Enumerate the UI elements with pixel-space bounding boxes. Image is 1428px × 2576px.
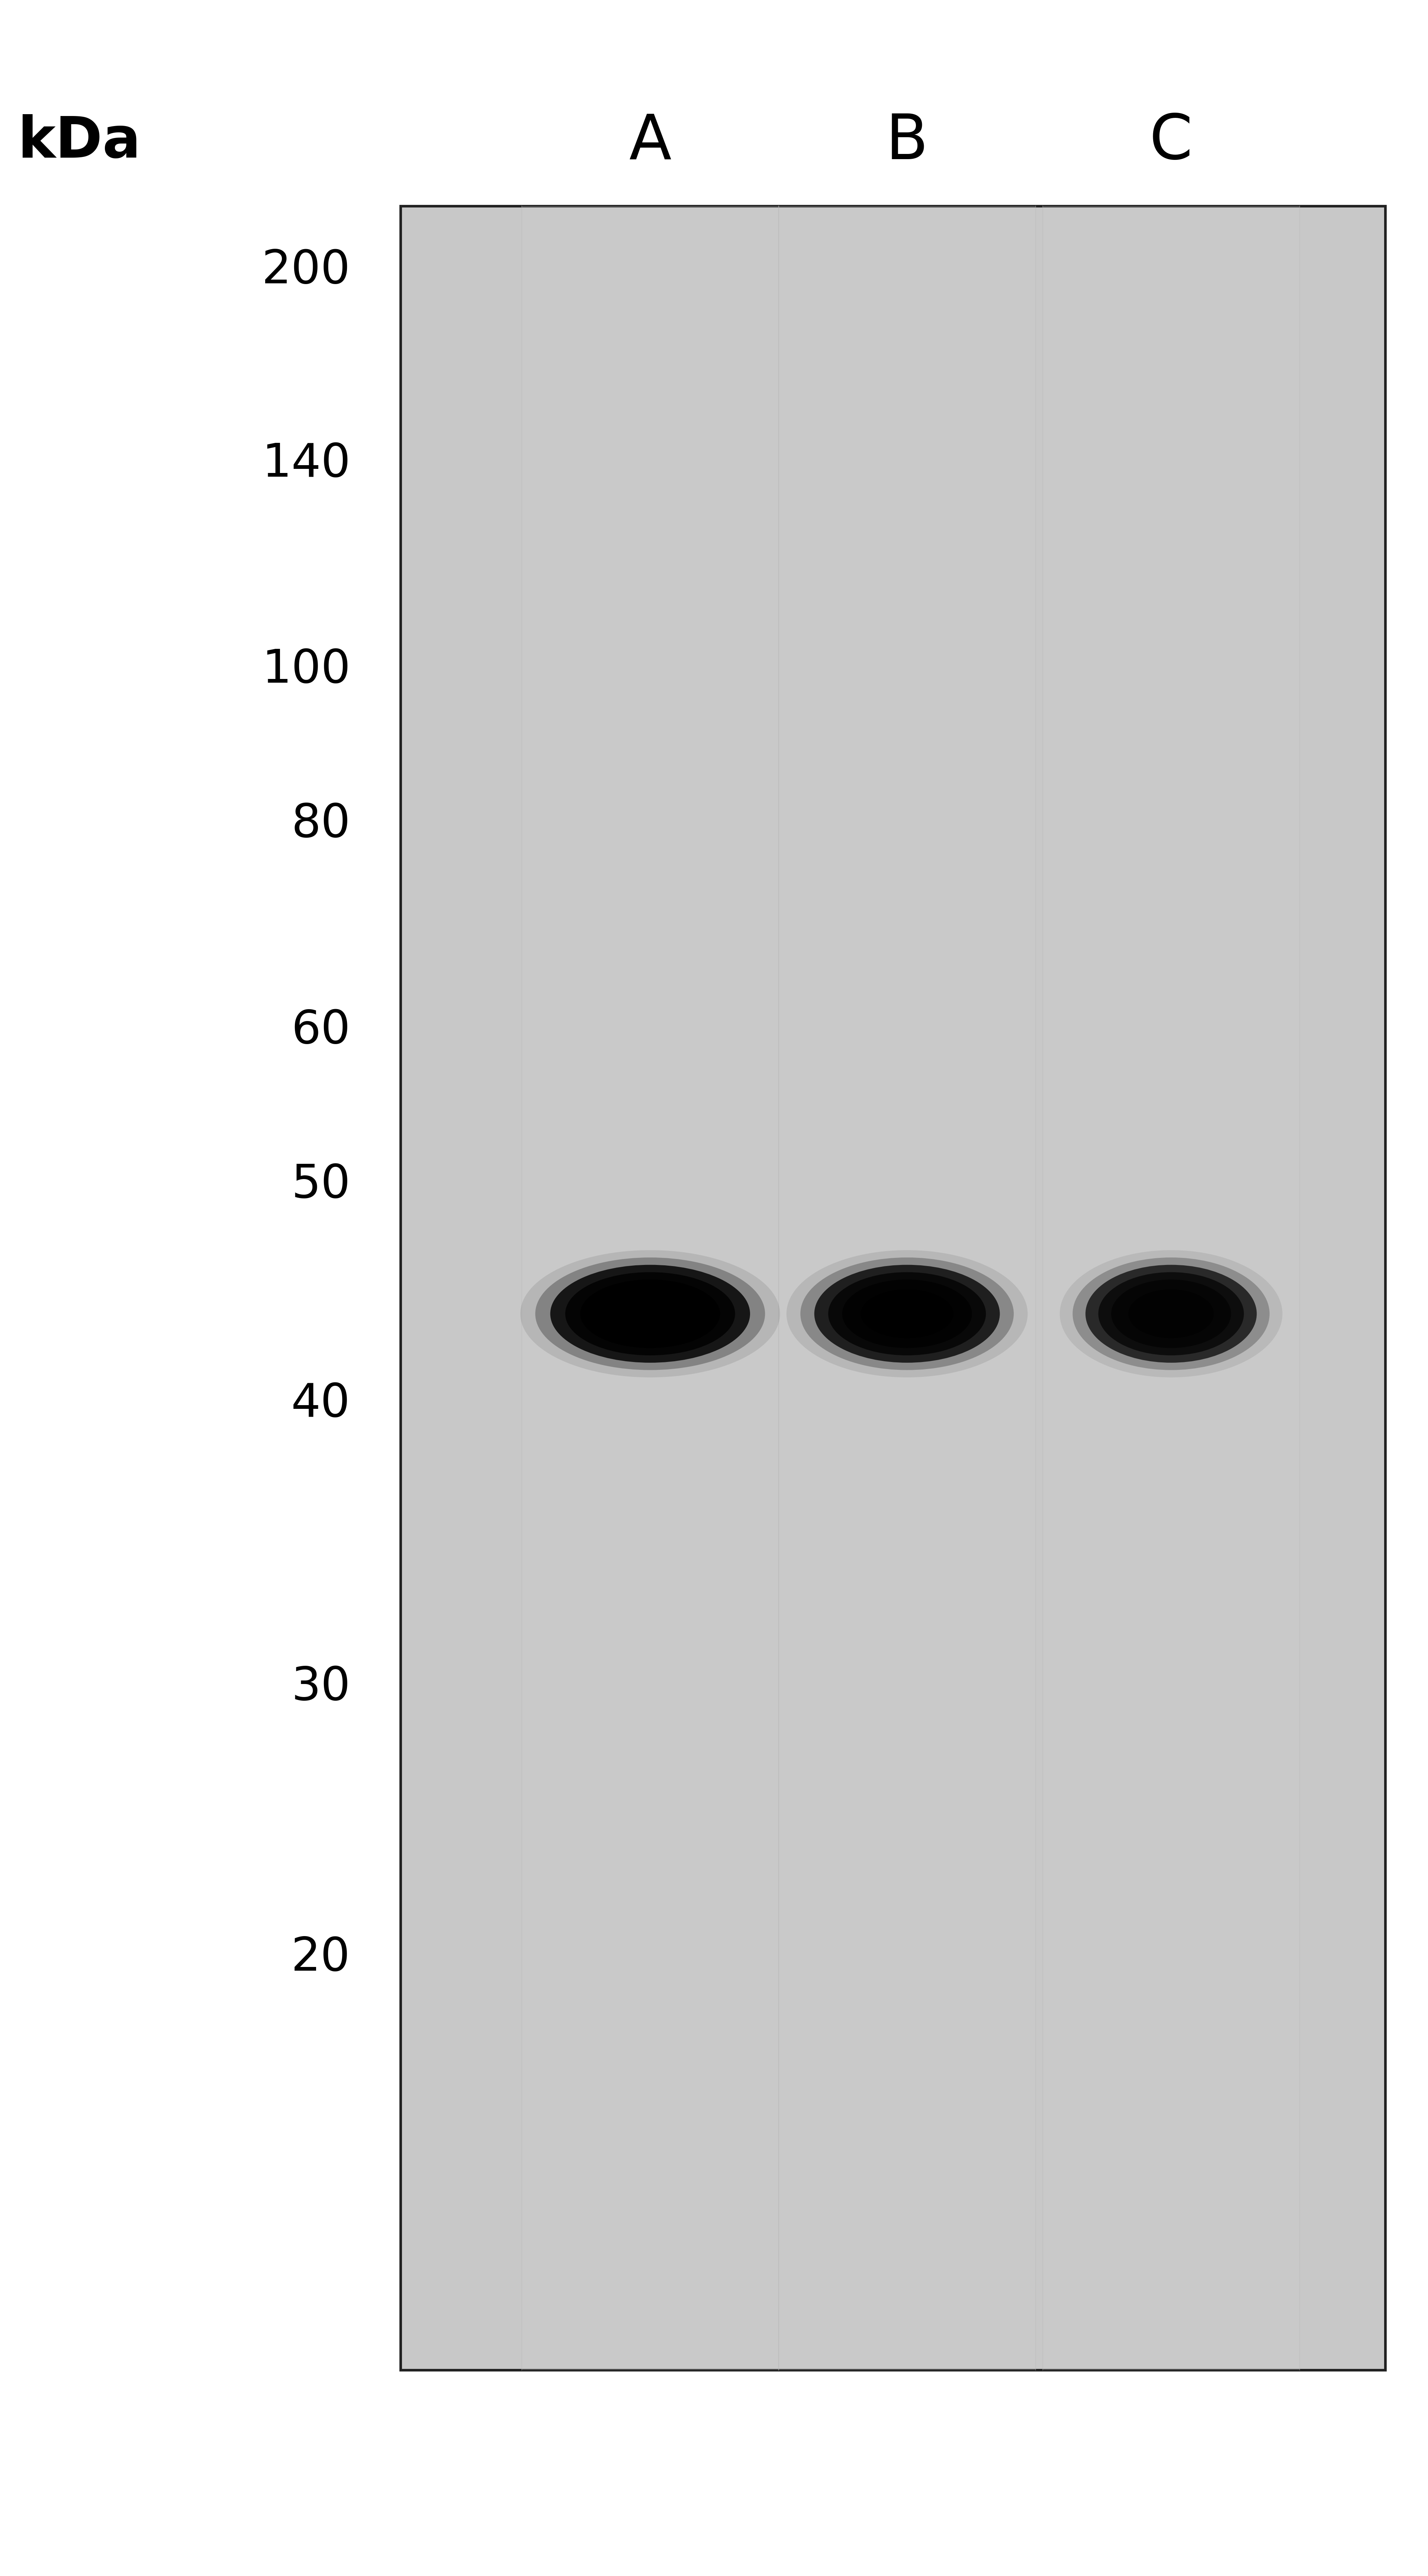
Ellipse shape — [1072, 1257, 1269, 1370]
Ellipse shape — [600, 1288, 700, 1340]
Ellipse shape — [565, 1273, 735, 1355]
Text: 20: 20 — [291, 1935, 350, 1981]
Text: kDa: kDa — [17, 113, 141, 170]
Ellipse shape — [536, 1257, 765, 1370]
FancyBboxPatch shape — [778, 206, 1035, 2370]
Ellipse shape — [1128, 1288, 1214, 1340]
Ellipse shape — [828, 1273, 985, 1355]
Ellipse shape — [580, 1280, 720, 1347]
FancyBboxPatch shape — [1042, 206, 1299, 2370]
Ellipse shape — [1098, 1273, 1244, 1355]
Text: 140: 140 — [261, 440, 350, 487]
Ellipse shape — [861, 1288, 954, 1340]
Ellipse shape — [800, 1257, 1014, 1370]
Text: 100: 100 — [261, 647, 350, 693]
Ellipse shape — [520, 1249, 780, 1378]
Text: 30: 30 — [291, 1664, 350, 1710]
FancyBboxPatch shape — [521, 206, 778, 2370]
Ellipse shape — [1111, 1280, 1231, 1347]
Ellipse shape — [814, 1265, 1000, 1363]
Text: C: C — [1150, 111, 1192, 173]
Ellipse shape — [1085, 1265, 1257, 1363]
Ellipse shape — [1060, 1249, 1282, 1378]
Text: A: A — [628, 111, 671, 173]
Ellipse shape — [787, 1249, 1028, 1378]
Text: 80: 80 — [291, 801, 350, 848]
Ellipse shape — [843, 1280, 972, 1347]
Text: 200: 200 — [261, 247, 350, 294]
Text: B: B — [885, 111, 928, 173]
Text: 40: 40 — [291, 1381, 350, 1427]
FancyBboxPatch shape — [400, 206, 1385, 2370]
Text: 50: 50 — [291, 1162, 350, 1208]
Ellipse shape — [550, 1265, 750, 1363]
Text: 60: 60 — [291, 1007, 350, 1054]
